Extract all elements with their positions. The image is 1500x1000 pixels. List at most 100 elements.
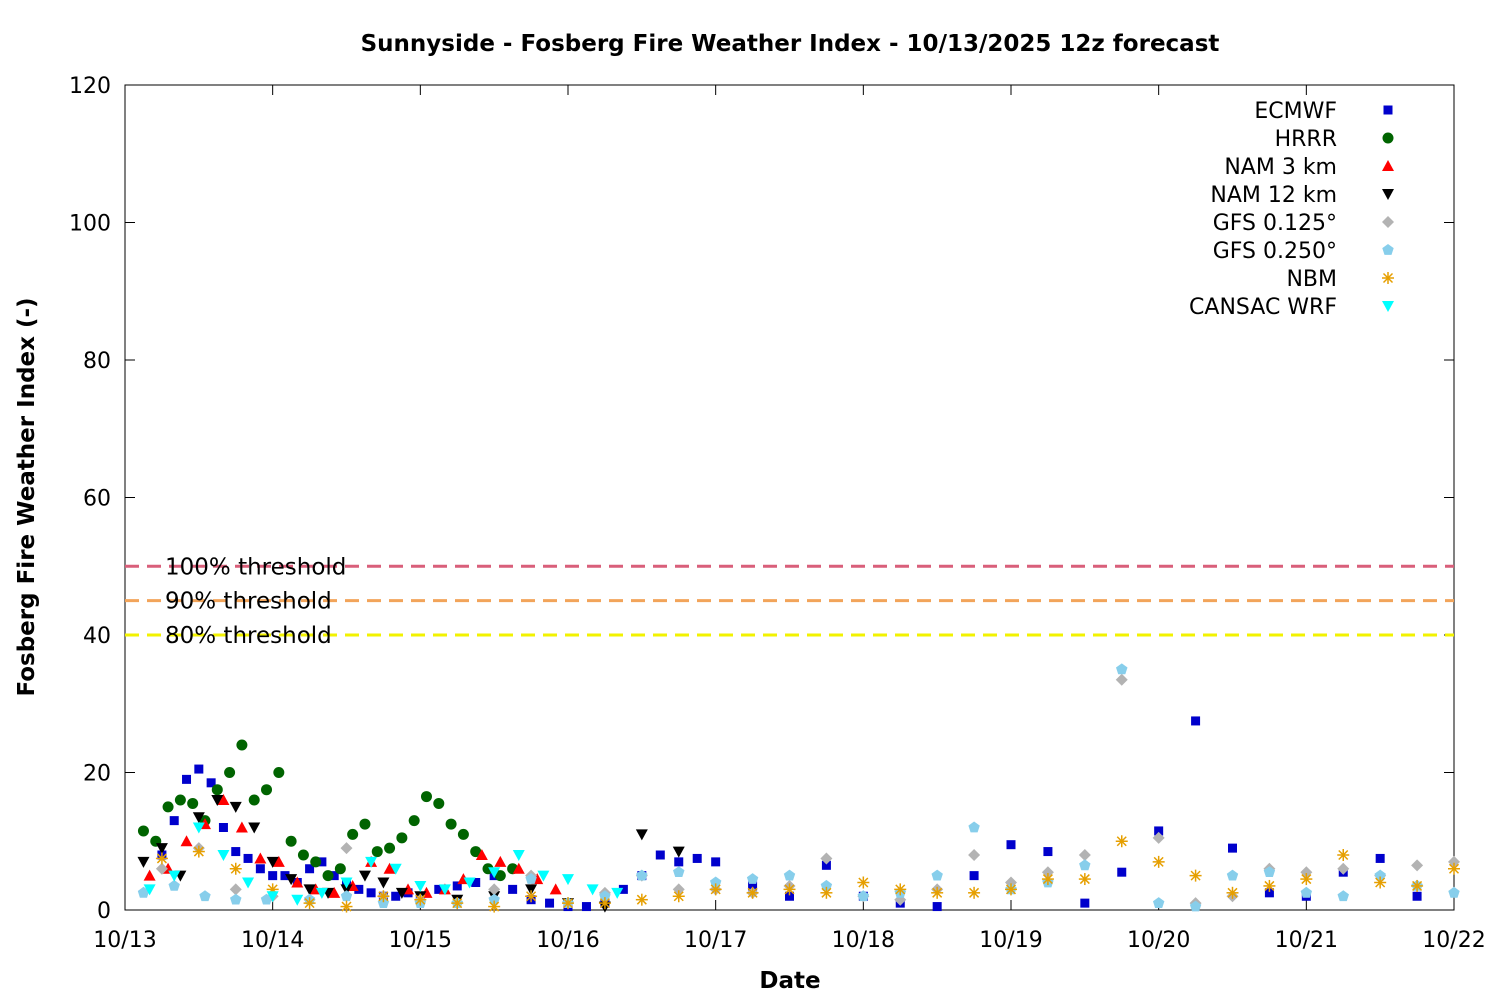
- data-point: [261, 784, 273, 796]
- threshold-label: 90% threshold: [165, 589, 332, 615]
- data-point: [229, 862, 242, 875]
- series-cansac-wrf: [143, 822, 624, 906]
- x-tick-label: 10/20: [1127, 928, 1190, 953]
- data-point: [494, 870, 506, 882]
- data-point: [968, 821, 980, 833]
- data-point: [194, 764, 204, 774]
- x-tick-label: 10/17: [684, 928, 747, 953]
- data-point: [673, 866, 685, 877]
- data-point: [266, 856, 279, 868]
- data-point: [820, 886, 833, 899]
- data-point: [334, 863, 346, 875]
- data-point: [746, 873, 759, 884]
- data-point: [206, 778, 216, 788]
- data-point: [488, 900, 501, 913]
- x-tick-label: 10/14: [241, 928, 304, 953]
- legend-label: GFS 0.250°: [1213, 239, 1337, 264]
- data-point: [408, 815, 420, 827]
- data-point: [280, 871, 290, 881]
- data-point: [322, 870, 334, 882]
- legend: ECMWF HRRR NAM 3 km NAM 12 km GFS 0.125° GFS …: [1189, 99, 1394, 320]
- data-point: [137, 825, 149, 837]
- data-point: [562, 874, 574, 886]
- data-point: [1154, 826, 1164, 836]
- data-point: [618, 884, 628, 894]
- data-point: [391, 891, 401, 901]
- data-point: [1153, 897, 1165, 908]
- legend-label: NAM 12 km: [1210, 183, 1337, 208]
- data-point: [635, 829, 648, 841]
- legend-marker: [1382, 272, 1394, 284]
- data-point: [359, 818, 371, 830]
- x-tick-label: 10/15: [389, 928, 452, 953]
- data-point: [297, 849, 309, 861]
- data-point: [414, 880, 427, 892]
- data-point: [268, 871, 278, 881]
- legend-marker: [1382, 216, 1394, 228]
- data-point: [1300, 873, 1313, 886]
- data-point: [310, 856, 322, 868]
- y-tick-label: 40: [83, 624, 111, 649]
- data-point: [1152, 831, 1165, 844]
- data-point: [672, 846, 685, 858]
- data-point: [525, 884, 538, 896]
- x-tick-label: 10/21: [1275, 928, 1338, 953]
- data-point: [248, 794, 260, 806]
- data-point: [236, 739, 248, 751]
- data-point: [709, 883, 722, 896]
- data-point: [968, 886, 981, 899]
- data-point: [438, 884, 451, 896]
- data-point: [1300, 886, 1312, 898]
- data-point: [1006, 840, 1016, 850]
- legend-label: HRRR: [1275, 127, 1337, 152]
- data-point: [377, 890, 390, 903]
- y-tick-label: 20: [83, 762, 111, 787]
- data-point: [785, 891, 794, 901]
- data-point: [303, 897, 316, 910]
- data-point: [968, 849, 981, 861]
- threshold-label: 100% threshold: [165, 554, 346, 580]
- data-point: [1115, 673, 1128, 686]
- threshold-lines: 100% threshold 90% threshold 80% threshold: [125, 554, 1454, 649]
- data-point: [155, 852, 168, 865]
- x-tick-label: 10/22: [1422, 928, 1485, 953]
- data-point: [598, 897, 611, 910]
- data-point: [1337, 849, 1350, 861]
- data-point: [143, 869, 156, 881]
- data-point: [254, 852, 267, 864]
- legend-label: NAM 3 km: [1224, 155, 1337, 180]
- data-point: [1043, 847, 1053, 857]
- data-point: [266, 891, 279, 903]
- legend-label: NBM: [1286, 267, 1337, 292]
- data-point: [389, 863, 402, 875]
- data-point: [1264, 888, 1274, 898]
- data-point: [420, 791, 432, 803]
- data-point: [243, 853, 253, 863]
- y-tick-label: 120: [69, 74, 111, 99]
- legend-label: GFS 0.125°: [1213, 211, 1337, 236]
- data-point: [1226, 886, 1239, 899]
- data-point: [1448, 886, 1460, 898]
- data-point: [414, 893, 427, 906]
- data-point: [303, 884, 316, 896]
- data-point: [471, 878, 481, 887]
- data-point: [932, 902, 942, 912]
- data-point: [328, 886, 341, 898]
- data-point: [969, 871, 979, 881]
- data-point: [383, 862, 396, 874]
- data-point: [255, 864, 265, 874]
- data-point: [192, 845, 205, 858]
- data-point: [169, 816, 179, 826]
- data-point: [537, 870, 550, 882]
- data-point: [451, 897, 464, 910]
- data-point: [711, 857, 721, 867]
- data-point: [137, 856, 150, 868]
- data-point: [155, 862, 168, 875]
- data-point: [366, 888, 376, 898]
- data-point: [692, 853, 702, 863]
- legend-marker: [1382, 301, 1394, 312]
- legend-marker: [1382, 189, 1394, 200]
- data-point: [273, 767, 285, 778]
- data-point: [549, 883, 562, 895]
- x-tick-label: 10/19: [979, 928, 1042, 953]
